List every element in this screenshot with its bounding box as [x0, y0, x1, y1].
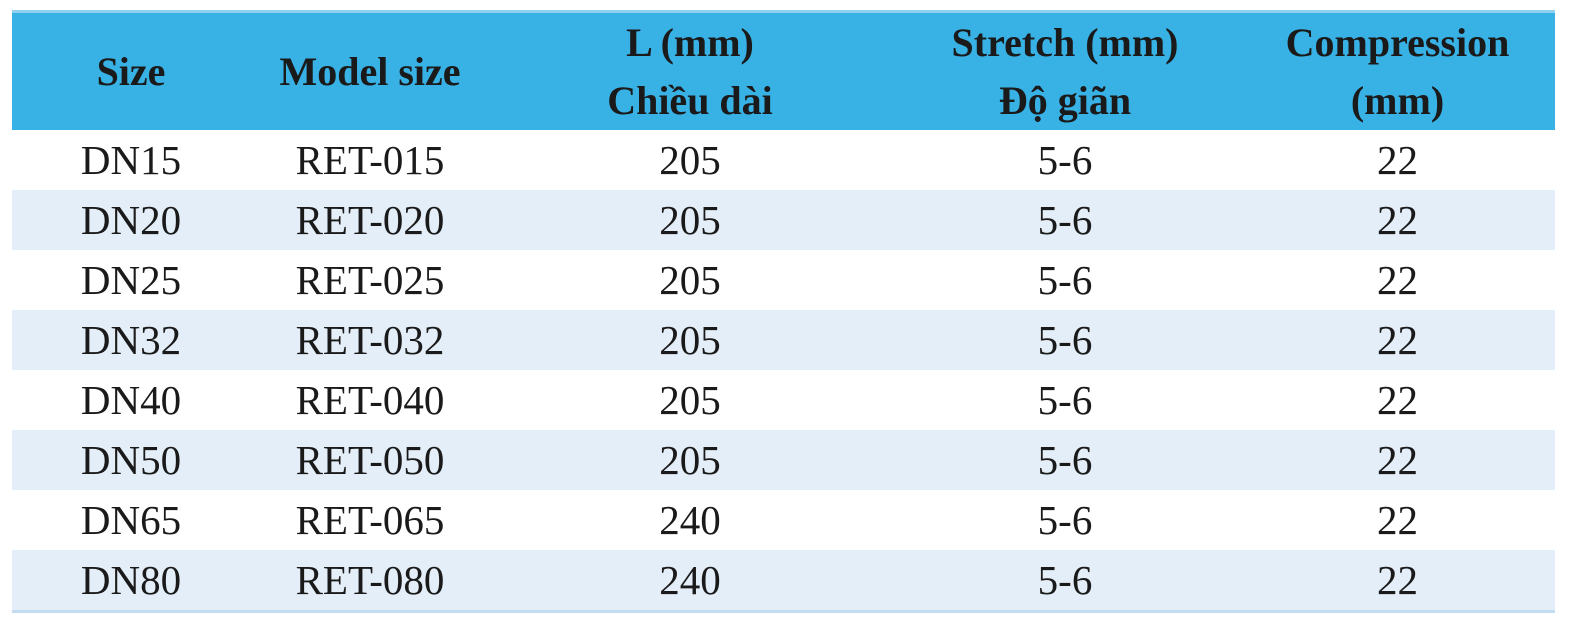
table-cell: 22 [1377, 197, 1418, 243]
header-text: L (mm) [626, 19, 754, 65]
table-cell: 5-6 [1037, 497, 1093, 543]
header-cell: Size [12, 13, 250, 130]
table-cell: RET-020 [295, 197, 445, 243]
table-row: DN65 RET-065 240 5-6 22 [12, 490, 1555, 550]
table-cell: 5-6 [1037, 137, 1093, 183]
table-cell: RET-050 [295, 437, 445, 483]
table-cell: 22 [1377, 377, 1418, 423]
table-row: DN32 RET-032 205 5-6 22 [12, 310, 1555, 370]
table-cell: 22 [1377, 497, 1418, 543]
header-text: (mm) [1350, 77, 1445, 123]
table-cell: 205 [659, 317, 721, 363]
table-cell: DN25 [80, 257, 182, 303]
table-cell: 22 [1377, 317, 1418, 363]
table-bottom-border [12, 610, 1555, 613]
header-text: Model size [279, 48, 461, 94]
table-cell: RET-032 [295, 317, 445, 363]
table-cell: DN50 [80, 437, 182, 483]
table-cell: DN80 [80, 557, 182, 603]
header-cell: Model size [250, 13, 490, 130]
header-cell: Compression (mm) [1240, 13, 1555, 130]
table-cell: DN65 [80, 497, 182, 543]
table-row: DN80 RET-080 240 5-6 22 [12, 550, 1555, 610]
table-cell: RET-025 [295, 257, 445, 303]
header-text: Size [96, 48, 166, 94]
table-row: DN40 RET-040 205 5-6 22 [12, 370, 1555, 430]
table-cell: DN20 [80, 197, 182, 243]
table-cell: 205 [659, 257, 721, 303]
table-row: DN25 RET-025 205 5-6 22 [12, 250, 1555, 310]
header-text: Compression [1285, 19, 1510, 65]
table-cell: 240 [659, 497, 721, 543]
table-cell: 22 [1377, 557, 1418, 603]
table-cell: 240 [659, 557, 721, 603]
table-cell: RET-015 [295, 137, 445, 183]
table-cell: 5-6 [1037, 557, 1093, 603]
table-cell: DN40 [80, 377, 182, 423]
table-cell: 205 [659, 437, 721, 483]
table-cell: RET-040 [295, 377, 445, 423]
table-row: DN15 RET-015 205 5-6 22 [12, 130, 1555, 190]
table-cell: 205 [659, 137, 721, 183]
table-cell: 22 [1377, 437, 1418, 483]
table-cell: 205 [659, 377, 721, 423]
table-cell: 5-6 [1037, 437, 1093, 483]
table-cell: RET-080 [295, 557, 445, 603]
header-cell: Stretch (mm) Độ giãn [890, 13, 1240, 130]
table-cell: DN15 [80, 137, 182, 183]
table-cell: 22 [1377, 137, 1418, 183]
table-row: DN50 RET-050 205 5-6 22 [12, 430, 1555, 490]
table-cell: 22 [1377, 257, 1418, 303]
table-cell: RET-065 [295, 497, 445, 543]
header-text: Độ giãn [998, 77, 1132, 123]
header-cell: L (mm) Chiều dài [490, 13, 890, 130]
table-cell: 5-6 [1037, 197, 1093, 243]
table-cell: 5-6 [1037, 377, 1093, 423]
table-cell: 205 [659, 197, 721, 243]
table-header: Size Model size L (mm) Chiều dài Stretch (mm… [12, 10, 1555, 130]
header-text: Chiều dài [607, 77, 773, 123]
table-cell: 5-6 [1037, 257, 1093, 303]
table-cell: 5-6 [1037, 317, 1093, 363]
header-text: Stretch (mm) [951, 19, 1179, 65]
table-cell: DN32 [80, 317, 182, 363]
table-row: DN20 RET-020 205 5-6 22 [12, 190, 1555, 250]
